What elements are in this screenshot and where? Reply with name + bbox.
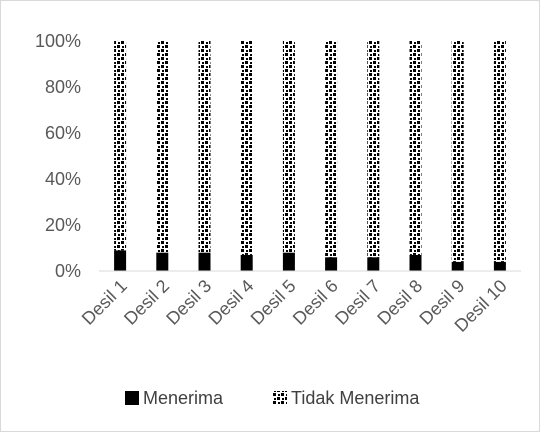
bar-tidak-menerima	[367, 41, 380, 258]
bar-tidak-menerima	[282, 41, 295, 253]
bar-tidak-menerima	[156, 41, 169, 253]
x-tick-label: Desil 5	[247, 276, 300, 329]
y-tick-label: 40%	[45, 169, 81, 189]
bar-menerima	[114, 250, 127, 271]
legend-swatch-tidak-menerima	[273, 391, 287, 405]
bar-menerima	[240, 254, 253, 271]
bar-menerima	[282, 252, 295, 271]
bar-tidak-menerima	[198, 41, 211, 253]
y-tick-label: 0%	[55, 261, 81, 281]
y-axis: 0% 20% 40% 60% 80% 100%	[35, 31, 81, 281]
bar-tidak-menerima	[493, 41, 506, 262]
bar-menerima	[409, 254, 422, 271]
bar-tidak-menerima	[325, 41, 338, 258]
x-tick-label: Desil 2	[120, 276, 173, 329]
bar-menerima	[451, 261, 464, 271]
bar-menerima	[156, 252, 169, 271]
legend: Menerima Tidak Menerima	[125, 388, 420, 408]
x-tick-label: Desil 8	[373, 276, 426, 329]
x-tick-label: Desil 4	[204, 276, 257, 329]
bar-menerima	[367, 257, 380, 271]
bar-tidak-menerima	[240, 41, 253, 255]
bar-tidak-menerima	[409, 41, 422, 255]
bar-tidak-menerima	[114, 41, 127, 251]
bar-menerima	[493, 261, 506, 271]
legend-label-menerima: Menerima	[143, 388, 224, 408]
bar-menerima	[325, 257, 338, 271]
legend-swatch-menerima	[125, 391, 139, 405]
bar-tidak-menerima	[451, 41, 464, 262]
bars	[114, 41, 506, 271]
y-tick-label: 80%	[45, 77, 81, 97]
x-tick-label: Desil 7	[331, 276, 384, 329]
y-tick-label: 100%	[35, 31, 81, 51]
y-tick-label: 20%	[45, 215, 81, 235]
y-tick-label: 60%	[45, 123, 81, 143]
x-tick-label: Desil 6	[289, 276, 342, 329]
bar-menerima	[198, 252, 211, 271]
x-tick-label: Desil 1	[78, 276, 131, 329]
legend-label-tidak-menerima: Tidak Menerima	[291, 388, 420, 408]
x-tick-label: Desil 3	[162, 276, 215, 329]
